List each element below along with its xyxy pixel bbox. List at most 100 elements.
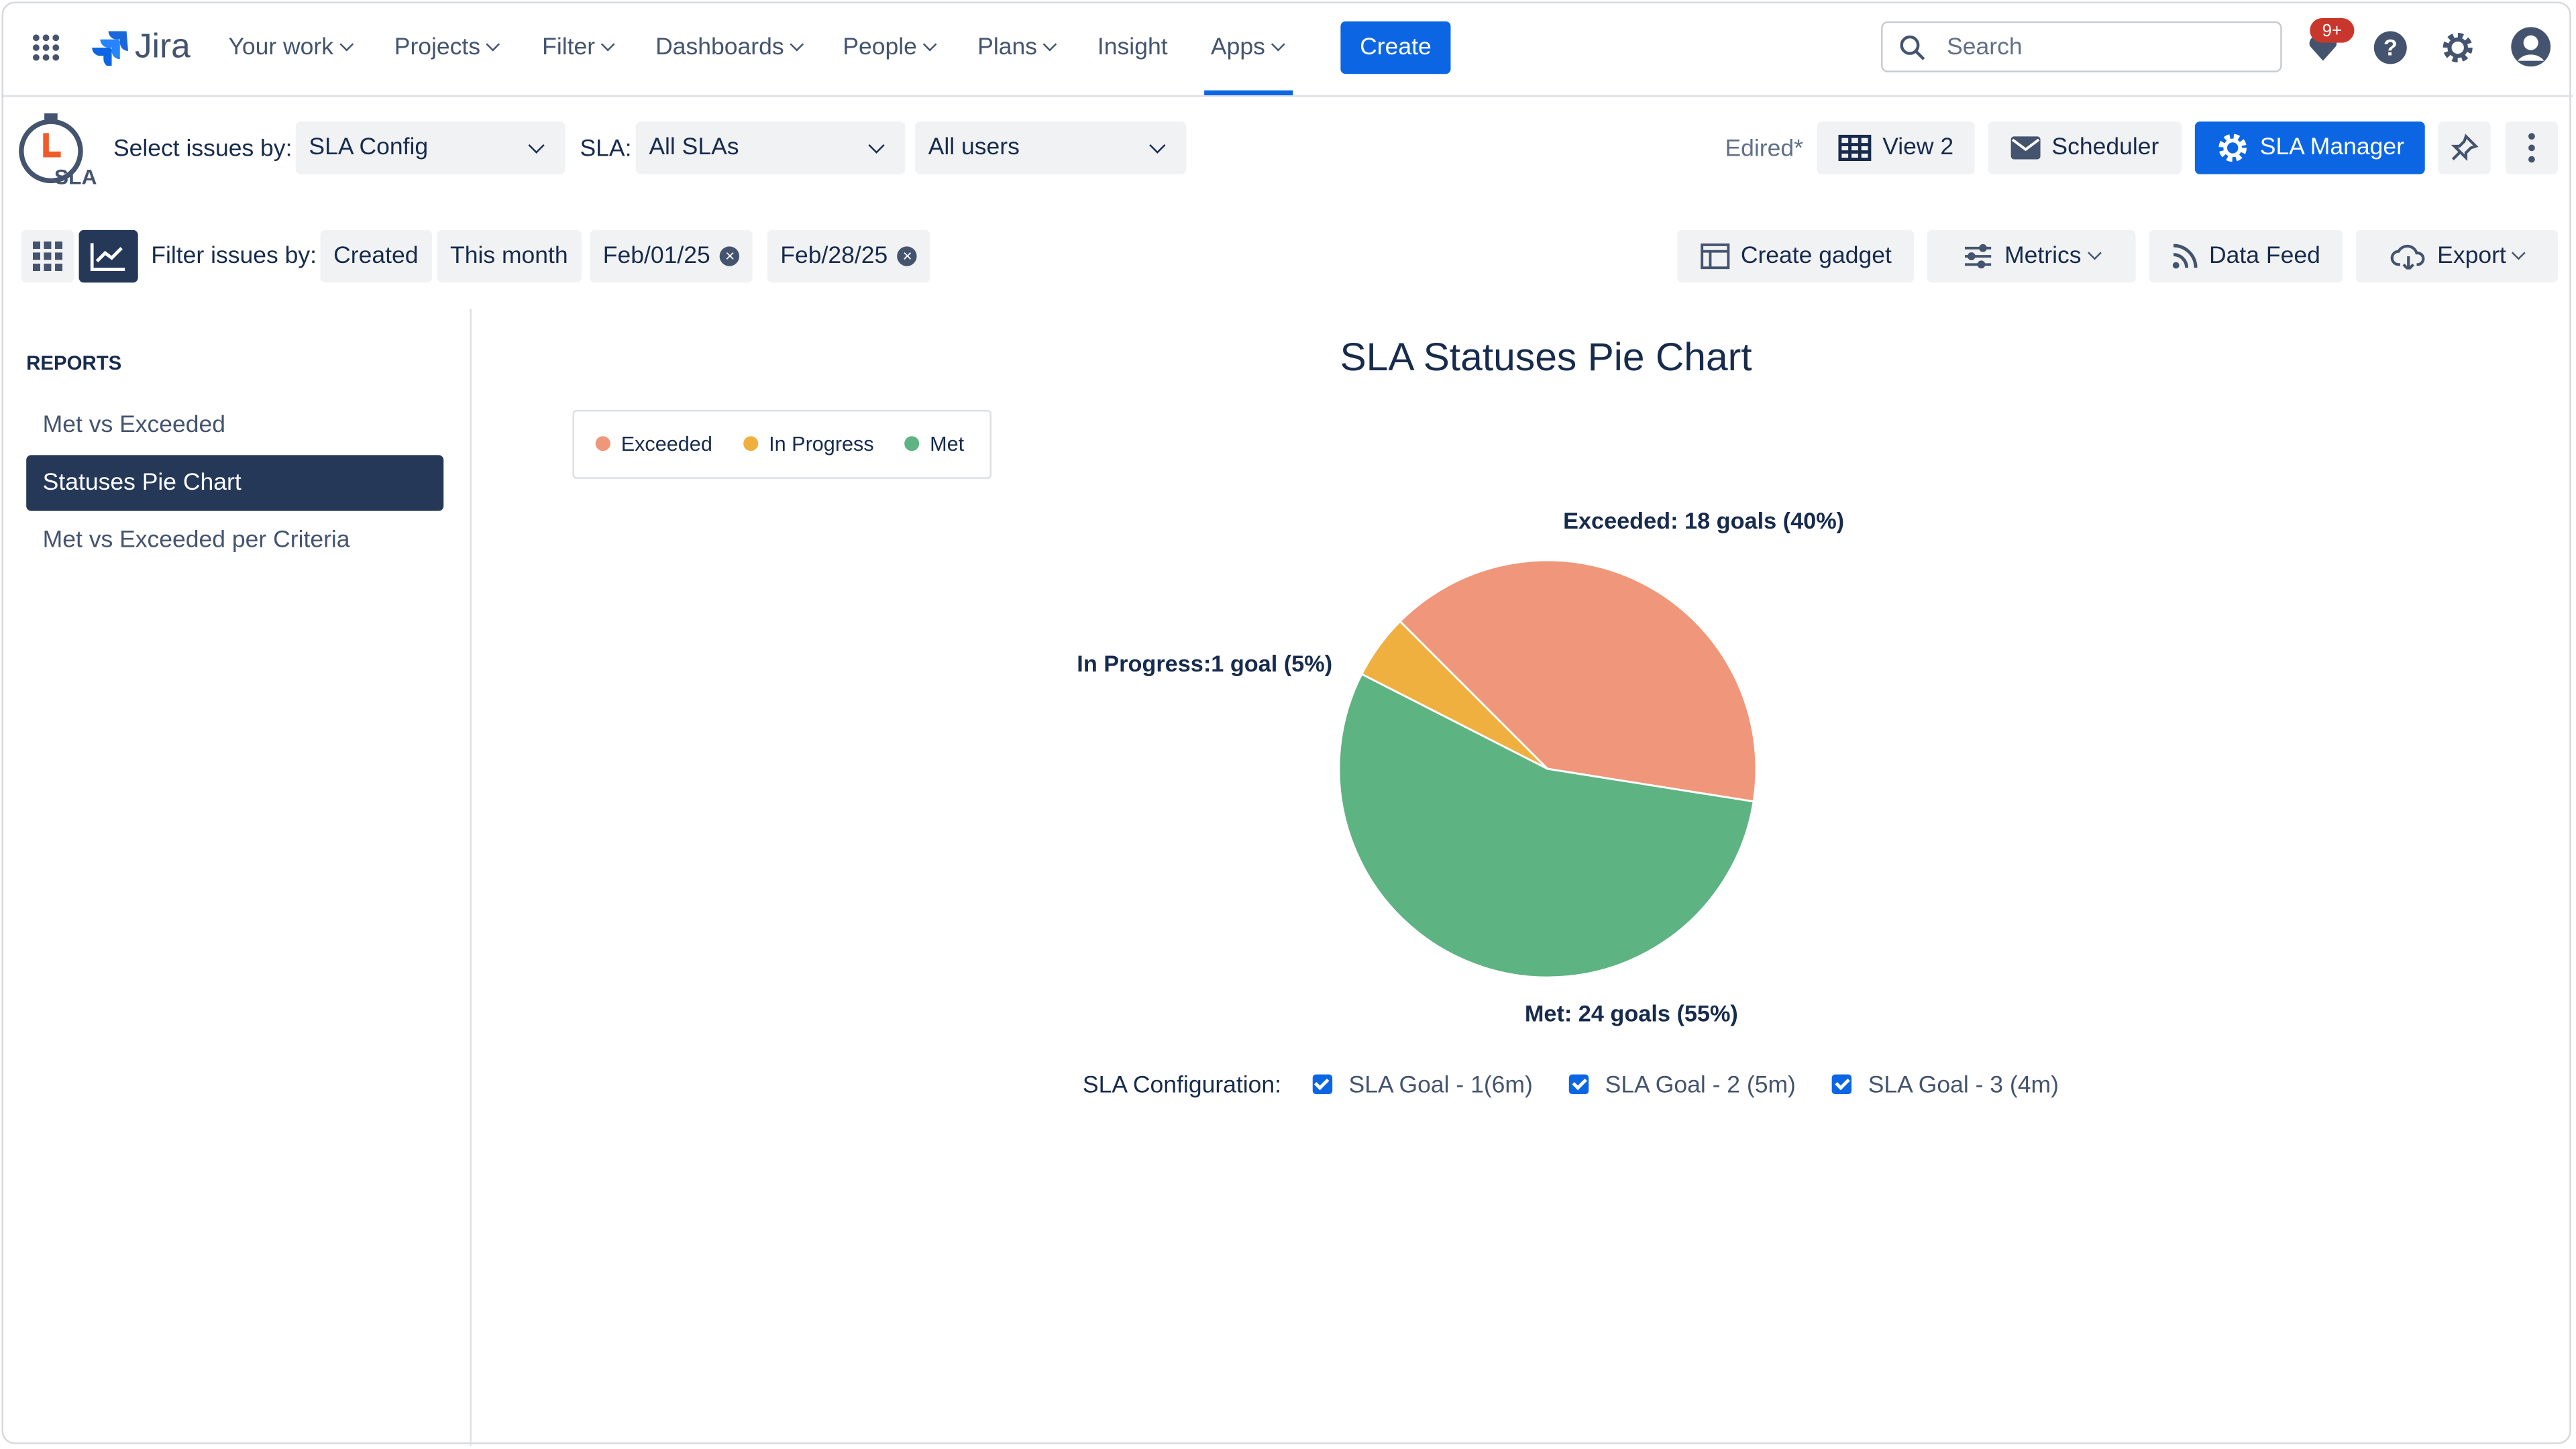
active-underline (1204, 90, 1293, 96)
badge-count: 9+ (2322, 20, 2343, 41)
sidebar-label: Met vs Exceeded per Criteria (42, 527, 350, 554)
legend-label: Met (930, 433, 965, 455)
data-feed-button[interactable]: Data Feed (2149, 229, 2343, 283)
sla-value: All SLAs (649, 134, 739, 162)
gear-icon (2218, 133, 2246, 162)
filter-label: Filter issues by: (151, 243, 317, 270)
notification-badge: 9+ (2310, 17, 2355, 43)
help-icon[interactable]: ? (2372, 30, 2408, 66)
chip-text: Created (333, 243, 419, 270)
filter-chip[interactable]: Feb/01/25 × (590, 229, 753, 283)
goal-checkbox[interactable]: SLA Goal - 2 (5m) (1568, 1073, 1796, 1099)
chart-title: SLA Statuses Pie Chart (1340, 335, 1752, 379)
sla-config-row: SLA Configuration: SLA Goal - 1(6m) SLA … (1083, 1073, 2059, 1099)
sidebar-label: Statuses Pie Chart (42, 470, 241, 496)
select-value: SLA Config (309, 134, 429, 162)
slice-label: In Progress:1 goal (5%) (1077, 651, 1332, 677)
select-users[interactable]: All users (915, 121, 1187, 174)
svg-text:?: ? (2383, 36, 2398, 61)
slice-label: Exceeded: 18 goals (40%) (1563, 508, 1844, 534)
goal-label: SLA Goal - 2 (5m) (1605, 1073, 1796, 1099)
slice-label: Met: 24 goals (55%) (1525, 1002, 1738, 1027)
remove-chip[interactable]: × (897, 246, 918, 266)
sliders-icon (1965, 244, 1992, 269)
legend-label: Exceeded (621, 433, 712, 455)
jira-logo[interactable] (92, 30, 129, 66)
action-label: Data Feed (2209, 243, 2320, 270)
nav-item[interactable]: People (843, 36, 935, 60)
brand[interactable]: Jira (134, 28, 191, 66)
app-switcher[interactable] (32, 33, 61, 62)
create-label: Create (1360, 34, 1432, 61)
cloud-icon (2390, 244, 2424, 270)
settings-icon[interactable] (2440, 30, 2476, 66)
select-sla[interactable]: All SLAs (635, 121, 906, 174)
chip-text: Feb/28/25 (780, 243, 888, 270)
sla-label: SLA: (580, 136, 632, 163)
sla-logo-text: SLA (54, 164, 97, 189)
users-value: All users (928, 134, 1020, 162)
sla-logo (19, 113, 83, 184)
chart-view-button[interactable] (78, 229, 138, 283)
table-icon (1838, 134, 1872, 162)
sidebar-item[interactable]: Statuses Pie Chart (26, 455, 444, 511)
export-button[interactable]: Export (2355, 229, 2559, 283)
create-button[interactable]: Create (1340, 21, 1451, 74)
nav-item[interactable]: Plans (977, 36, 1055, 60)
sla-manager-button[interactable]: SLA Manager (2194, 121, 2425, 174)
feed-icon (2171, 244, 2197, 269)
nav-item[interactable]: Insight (1097, 34, 1168, 61)
action-label: Create gadget (1740, 243, 1892, 270)
chip-text: This month (450, 243, 568, 270)
goal-label: SLA Goal - 1(6m) (1348, 1073, 1533, 1099)
goal-checkbox[interactable]: SLA Goal - 1(6m) (1312, 1073, 1533, 1099)
legend-label: In Progress (769, 433, 874, 455)
create-gadget-button[interactable]: Create gadget (1677, 229, 1915, 283)
scheduler-label: Scheduler (2051, 134, 2159, 162)
sidebar-item[interactable]: Met vs Exceeded (26, 398, 443, 453)
manager-label: SLA Manager (2259, 134, 2404, 162)
metrics-button[interactable]: Metrics (1927, 229, 2136, 283)
legend-swatch (595, 436, 610, 451)
avatar[interactable] (2510, 26, 2551, 67)
filter-chip[interactable]: This month (437, 229, 582, 283)
sidebar-divider (470, 309, 472, 1446)
grid-view-button[interactable] (21, 229, 74, 283)
nav-item[interactable]: Filter (542, 36, 613, 60)
pin-icon (2451, 133, 2479, 162)
search-icon (1900, 35, 1925, 60)
sidebar-item[interactable]: Met vs Exceeded per Criteria (26, 513, 443, 568)
nav-item[interactable]: Projects (394, 36, 498, 60)
more-icon (2528, 133, 2535, 163)
filter-chip[interactable]: Created (320, 229, 432, 283)
goal-checkbox[interactable]: SLA Goal - 3 (4m) (1831, 1073, 2059, 1099)
mail-icon (2010, 136, 2041, 160)
pin-button[interactable] (2438, 121, 2491, 174)
scheduler-button[interactable]: Scheduler (1988, 121, 2182, 174)
sidebar-heading: REPORTS (26, 352, 122, 375)
pie-slice (1338, 672, 1755, 979)
chart-icon (90, 243, 125, 272)
filter-chip[interactable]: Feb/28/25 × (767, 229, 930, 283)
legend-swatch (904, 436, 920, 451)
nav-item[interactable]: Dashboards (655, 36, 802, 60)
view-label: View 2 (1882, 134, 1954, 162)
remove-chip[interactable]: × (720, 246, 740, 266)
nav-divider (3, 95, 2573, 97)
nav-item[interactable]: Your work (228, 36, 352, 60)
goal-label: SLA Goal - 3 (4m) (1868, 1073, 2059, 1099)
nav-item[interactable]: Apps (1211, 36, 1283, 60)
search-placeholder: Search (1947, 34, 2023, 61)
more-button[interactable] (2505, 121, 2559, 174)
legend-box (572, 410, 991, 479)
pie-slice (1398, 559, 1758, 803)
action-label: Metrics (2004, 243, 2099, 269)
sidebar-label: Met vs Exceeded (42, 412, 226, 439)
select-config[interactable]: SLA Config (295, 121, 566, 174)
view-button[interactable]: View 2 (1817, 121, 1975, 174)
grid-icon (32, 241, 63, 272)
search-box[interactable]: Search (1881, 21, 2282, 72)
